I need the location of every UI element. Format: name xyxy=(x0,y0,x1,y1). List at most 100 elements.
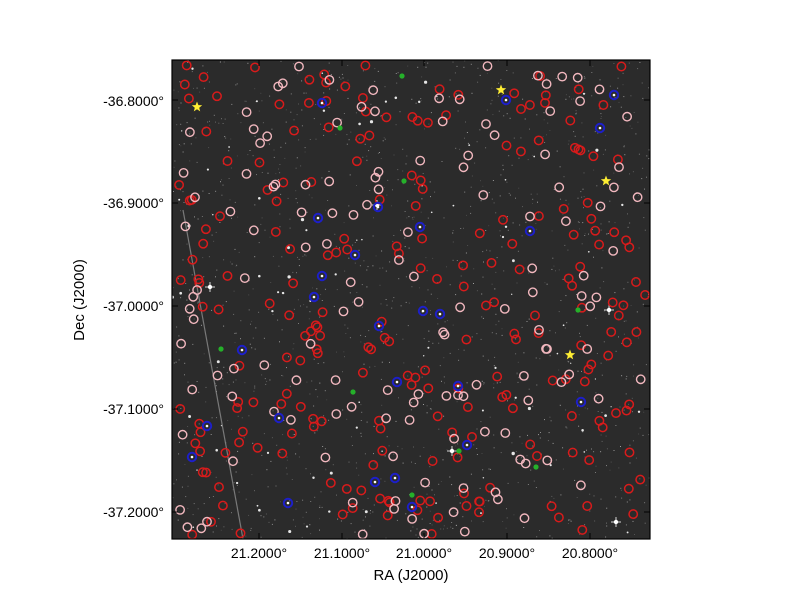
noise-pixel xyxy=(597,132,599,134)
noise-pixel xyxy=(194,216,195,218)
noise-pixel xyxy=(595,392,597,394)
noise-pixel xyxy=(645,484,647,486)
noise-pixel xyxy=(547,346,549,348)
red-marker xyxy=(628,509,639,520)
green-marker xyxy=(399,73,405,79)
noise-pixel xyxy=(189,133,191,135)
noise-pixel xyxy=(255,327,257,329)
noise-pixel xyxy=(334,233,336,235)
noise-pixel xyxy=(236,485,238,486)
noise-pixel xyxy=(411,217,413,219)
noise-pixel xyxy=(471,336,473,338)
field-star xyxy=(562,324,565,327)
noise-pixel xyxy=(395,73,397,74)
noise-pixel xyxy=(191,71,193,73)
noise-pixel xyxy=(438,483,440,485)
x-axis-label: RA (J2000) xyxy=(373,567,448,584)
noise-pixel xyxy=(490,103,492,105)
pink-marker xyxy=(241,107,252,118)
noise-pixel xyxy=(625,378,627,380)
noise-pixel xyxy=(280,193,282,195)
noise-pixel xyxy=(319,298,321,300)
noise-pixel xyxy=(553,265,555,267)
noise-pixel xyxy=(317,363,319,364)
red-marker xyxy=(341,483,352,494)
pink-marker xyxy=(500,428,511,438)
noise-pixel xyxy=(202,257,204,259)
red-marker xyxy=(214,482,224,493)
noise-pixel xyxy=(289,385,291,387)
noise-pixel xyxy=(325,209,326,211)
noise-pixel xyxy=(198,423,200,425)
noise-pixel xyxy=(216,269,218,271)
field-star xyxy=(594,378,597,380)
blue-marker xyxy=(316,97,328,109)
noise-pixel xyxy=(609,469,611,471)
noise-pixel xyxy=(483,261,484,263)
noise-pixel xyxy=(310,473,311,475)
noise-pixel xyxy=(391,300,393,302)
noise-pixel xyxy=(324,419,326,421)
noise-pixel xyxy=(178,335,180,337)
noise-pixel xyxy=(502,217,504,219)
red-marker xyxy=(584,455,595,466)
noise-pixel xyxy=(629,444,631,446)
noise-pixel xyxy=(565,98,567,100)
noise-pixel xyxy=(216,367,218,369)
noise-pixel xyxy=(233,290,235,292)
noise-pixel xyxy=(575,110,577,112)
noise-pixel xyxy=(516,372,518,374)
noise-pixel xyxy=(514,399,516,401)
red-marker xyxy=(511,334,521,345)
noise-pixel xyxy=(374,365,376,367)
noise-pixel xyxy=(483,383,485,385)
noise-pixel xyxy=(386,509,388,511)
pink-marker xyxy=(609,182,619,193)
noise-pixel xyxy=(457,454,459,455)
noise-pixel xyxy=(628,62,630,64)
noise-pixel xyxy=(177,519,179,521)
noise-pixel xyxy=(602,153,604,155)
noise-pixel xyxy=(363,363,365,365)
field-star xyxy=(504,225,508,228)
noise-pixel xyxy=(419,455,421,457)
noise-pixel xyxy=(380,378,382,380)
noise-pixel xyxy=(589,510,591,512)
noise-pixel xyxy=(224,136,226,138)
blue-marker-core xyxy=(395,380,399,384)
noise-pixel xyxy=(556,150,558,152)
red-marker xyxy=(447,427,458,438)
noise-pixel xyxy=(252,155,254,157)
noise-pixel xyxy=(229,199,231,201)
noise-pixel xyxy=(615,350,617,352)
noise-pixel xyxy=(430,112,432,114)
noise-pixel xyxy=(328,70,330,72)
red-marker xyxy=(459,488,469,499)
noise-pixel xyxy=(201,456,203,457)
noise-pixel xyxy=(566,427,568,429)
noise-pixel xyxy=(292,434,294,436)
noise-pixel xyxy=(250,529,252,531)
noise-pixel xyxy=(637,68,639,70)
noise-pixel xyxy=(487,500,489,502)
noise-pixel xyxy=(366,286,368,288)
noise-pixel xyxy=(496,257,498,259)
noise-pixel xyxy=(628,403,630,405)
pink-marker xyxy=(408,397,419,408)
noise-pixel xyxy=(293,119,295,121)
red-marker xyxy=(566,411,577,421)
noise-pixel xyxy=(518,157,520,159)
noise-pixel xyxy=(221,194,223,196)
noise-pixel xyxy=(508,192,510,194)
noise-pixel xyxy=(422,173,424,174)
noise-pixel xyxy=(576,391,578,393)
noise-pixel xyxy=(613,172,615,174)
noise-pixel xyxy=(311,197,313,199)
noise-pixel xyxy=(206,71,208,73)
noise-pixel xyxy=(383,137,385,139)
field-star xyxy=(188,415,192,418)
noise-pixel xyxy=(417,66,419,68)
noise-pixel xyxy=(204,127,206,129)
noise-pixel xyxy=(295,198,297,200)
noise-pixel xyxy=(578,414,580,416)
